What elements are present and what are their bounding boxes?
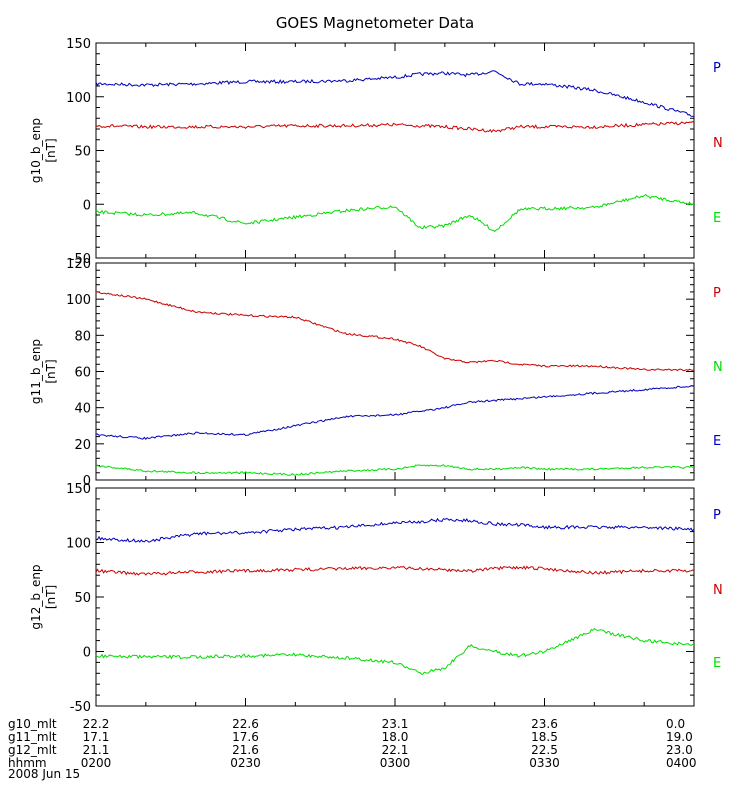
time-row-value: 0400	[666, 756, 697, 770]
legend-n: N	[713, 136, 723, 151]
time-row-value: 0.0	[666, 717, 686, 731]
y-tick-label: 100	[66, 537, 91, 552]
y-tick-label: -50	[70, 252, 91, 267]
date-label: 2008 Jun 15	[8, 767, 81, 781]
series-line-e	[95, 628, 695, 675]
time-row-name: g10_mlt	[8, 717, 57, 731]
legend-p: P	[713, 61, 721, 76]
time-row-value: 18.0	[381, 730, 409, 744]
time-row-value: 23.6	[531, 717, 558, 731]
time-row-value: 23.1	[381, 717, 409, 731]
legend-p: P	[713, 286, 721, 301]
y-axis-unit: [nT]	[44, 138, 58, 162]
time-row-value: 21.6	[232, 743, 259, 757]
time-row-value: 22.2	[82, 717, 110, 731]
y-axis-unit: [nT]	[44, 585, 58, 609]
y-tick-label: -50	[70, 700, 91, 715]
y-tick-label: 120	[66, 257, 91, 272]
y-tick-label: 0	[83, 474, 91, 489]
time-row-name: hhmm	[8, 756, 47, 770]
time-row-value: 19.0	[666, 730, 693, 744]
y-axis-label: g10_b_enp	[29, 118, 43, 183]
y-tick-label: 50	[74, 145, 91, 160]
y-tick-label: 100	[66, 91, 91, 106]
time-row-value: 22.5	[531, 743, 558, 757]
time-row-value: 18.5	[531, 730, 558, 744]
time-row-value: 22.6	[232, 717, 259, 731]
time-row-name: g11_mlt	[8, 730, 57, 744]
y-tick-label: 0	[83, 198, 91, 213]
time-row-value: 0300	[379, 756, 411, 770]
legend-p: P	[713, 508, 721, 523]
legend-e: E	[713, 211, 721, 226]
series-line-n	[95, 121, 695, 134]
y-tick-label: 0	[83, 646, 91, 661]
y-tick-label: 20	[74, 438, 91, 453]
time-row-value: 17.1	[82, 730, 110, 744]
y-tick-label: 150	[66, 482, 91, 497]
series-line-p	[95, 70, 695, 117]
time-row-value: 0330	[529, 756, 560, 770]
legend-e: E	[713, 434, 721, 449]
legend-n: N	[713, 360, 723, 375]
y-tick-label: 150	[66, 37, 91, 52]
time-row-value: 21.1	[82, 743, 110, 757]
series-line-n	[95, 565, 695, 576]
y-tick-label: 50	[74, 591, 91, 606]
series-line-p	[95, 291, 695, 372]
time-row-value: 17.6	[232, 730, 259, 744]
time-row-value: 22.1	[381, 743, 409, 757]
y-axis-unit: [nT]	[44, 359, 58, 383]
series-line-p	[95, 517, 695, 543]
y-tick-label: 80	[74, 329, 91, 344]
y-axis-label: g12_b_enp	[29, 564, 43, 629]
y-tick-label: 60	[74, 366, 91, 381]
y-axis-label: g11_b_enp	[29, 339, 43, 404]
panel-frame-3	[95, 487, 695, 707]
time-row-value: 0230	[230, 756, 261, 770]
time-row-name: g12_mlt	[8, 743, 57, 757]
y-tick-label: 100	[66, 293, 91, 308]
series-line-e	[95, 385, 695, 440]
legend-e: E	[713, 656, 721, 671]
series-line-n	[95, 464, 694, 476]
y-tick-label: 40	[74, 402, 91, 417]
time-row-value: 0200	[80, 756, 112, 770]
panel-frame-1	[95, 42, 695, 259]
panel-frame-2	[95, 262, 695, 481]
chart-title: GOES Magnetometer Data	[275, 14, 475, 32]
time-row-value: 23.0	[666, 743, 693, 757]
series-line-e	[95, 193, 695, 233]
legend-n: N	[713, 583, 723, 598]
